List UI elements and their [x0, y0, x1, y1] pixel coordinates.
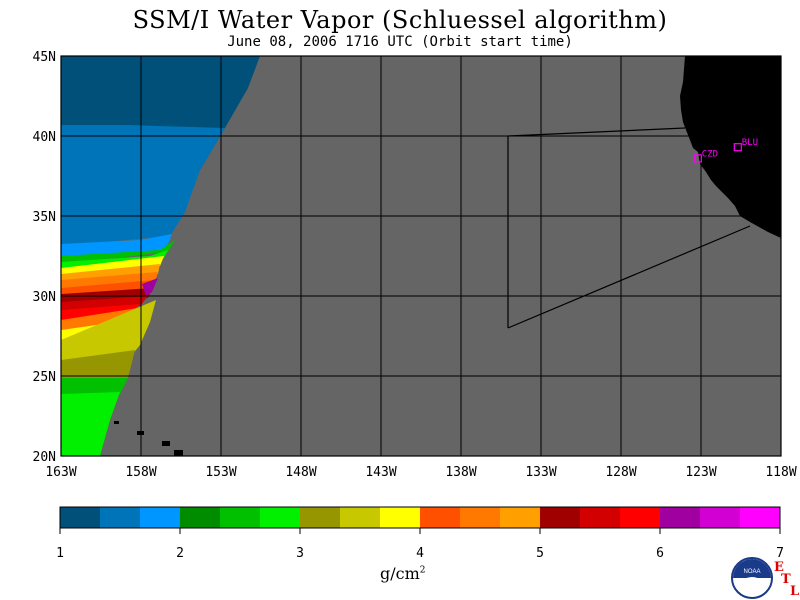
colorbar-tick-label: 3 [296, 546, 304, 561]
latitude-labels: 45N 40N 35N 30N 25N 20N [33, 50, 56, 465]
station-label: CZD [702, 149, 718, 159]
target-region-outline [507, 127, 686, 137]
lon-label: 158W [125, 465, 156, 480]
etl-letter-t: T [781, 572, 791, 587]
unit-exponent: 2 [419, 565, 426, 576]
colorbar-swatch [740, 507, 781, 528]
colorbar-tick-label: 7 [776, 546, 784, 561]
colorbar-swatch [180, 507, 221, 528]
colorbar-tick-label: 4 [416, 546, 424, 561]
noaa-logo: NOAA [731, 557, 773, 599]
colorbar-swatch [700, 507, 741, 528]
wv-band-magenta [142, 278, 158, 296]
etl-letter-l: L [790, 584, 800, 599]
map-frame [60, 55, 782, 457]
colorbar-tick-label: 6 [656, 546, 664, 561]
colorbar-tick-label: 2 [176, 546, 184, 561]
colorbar-swatch [140, 507, 181, 528]
colorbar-tick-label: 1 [56, 546, 64, 561]
lat-label: 30N [33, 290, 56, 305]
station-marker [693, 154, 702, 163]
wv-band-red-b [61, 296, 148, 312]
lat-label: 45N [33, 50, 56, 65]
colorbar-unit: g/cm2 [380, 564, 426, 583]
lon-label: 118W [765, 465, 796, 480]
wv-band-orange-b [61, 272, 158, 290]
station-markers: CZD BLU [693, 138, 758, 163]
wv-band-olive [61, 350, 135, 382]
lat-label: 40N [33, 130, 56, 145]
colorbar-swatch [540, 507, 581, 528]
lon-label: 138W [445, 465, 476, 480]
wv-band-orange-a [61, 264, 160, 282]
lat-label: 20N [33, 450, 56, 465]
lon-label: 148W [285, 465, 316, 480]
noaa-logo-text: NOAA [743, 569, 760, 575]
north-america-land [680, 56, 781, 238]
colorbar-swatch [580, 507, 621, 528]
wv-band-yellow-a [61, 256, 164, 276]
target-region-edge-bottom [507, 225, 751, 329]
map-title: SSM/I Water Vapor (Schluessel algorithm) [132, 6, 668, 34]
wv-band-green-a [61, 240, 175, 264]
lon-label: 123W [685, 465, 716, 480]
colorbar-swatch [620, 507, 661, 528]
colorbar-swatch [660, 507, 701, 528]
wv-band-green-d [61, 392, 120, 456]
colorbar-swatch [420, 507, 461, 528]
colorbar-tick-label: 5 [536, 546, 544, 561]
map-subtitle: June 08, 2006 1716 UTC (Orbit start time… [227, 34, 573, 50]
colorbar-tick-labels: 1 2 3 4 5 6 7 [56, 528, 784, 561]
lon-label: 128W [605, 465, 636, 480]
station-label: BLU [742, 138, 758, 148]
etl-letter-e: E [774, 560, 784, 575]
colorbar-swatch [460, 507, 501, 528]
station-marker [733, 143, 742, 152]
wv-band-green-c [61, 378, 128, 396]
lon-label: 163W [45, 465, 76, 480]
colorbar [59, 506, 781, 529]
unit-base: g/cm [380, 564, 420, 583]
colorbar-swatch [300, 507, 341, 528]
lat-lon-grid [61, 56, 781, 456]
colorbar-swatch [260, 507, 301, 528]
lon-label: 133W [525, 465, 556, 480]
longitude-labels: 163W 158W 153W 148W 143W 138W 133W 128W 123W 118W [45, 465, 796, 480]
lon-label: 143W [365, 465, 396, 480]
colorbar-swatch [100, 507, 141, 528]
lon-label: 153W [205, 465, 236, 480]
colorbar-swatch [60, 507, 101, 528]
water-vapor-swath [61, 56, 260, 456]
colorbar-swatch [500, 507, 541, 528]
lat-label: 25N [33, 370, 56, 385]
wv-band-red-a [61, 280, 155, 296]
colorbar-swatch [380, 507, 421, 528]
wv-band-olive-yellow [61, 300, 156, 362]
colorbar-swatch [220, 507, 261, 528]
lat-label: 35N [33, 210, 56, 225]
colorbar-swatch [340, 507, 381, 528]
